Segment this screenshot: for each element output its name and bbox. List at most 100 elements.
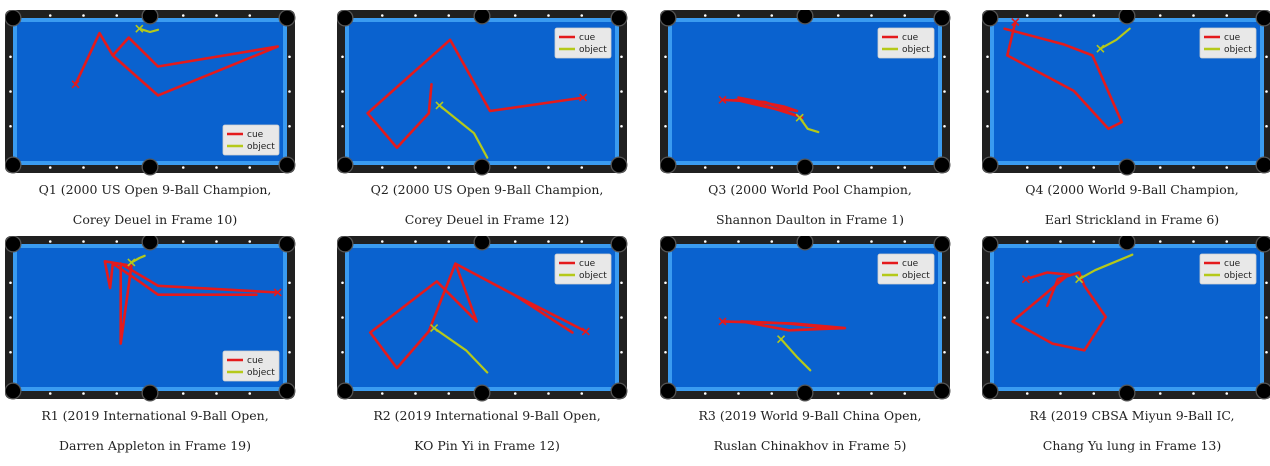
rail-diamond	[1265, 351, 1268, 354]
rail-diamond	[9, 55, 12, 58]
rail-diamond	[514, 14, 517, 17]
rail-diamond	[9, 351, 12, 354]
caption-line-2: Corey Deuel in Frame 12)	[337, 212, 637, 227]
rail-diamond	[414, 14, 417, 17]
pocket	[612, 158, 626, 172]
rail-diamond	[1159, 392, 1162, 395]
caption-line-1: Q4 (2000 World 9-Ball Champion,	[982, 182, 1270, 197]
rail-diamond	[447, 14, 450, 17]
rail-diamond	[1026, 240, 1029, 243]
rail-diamond	[704, 392, 707, 395]
pocket	[280, 384, 294, 398]
pocket	[280, 237, 294, 251]
legend-cue-label: cue	[1224, 259, 1241, 269]
rail-diamond	[903, 166, 906, 169]
legend-object-label: object	[247, 142, 275, 152]
rail-diamond	[1225, 240, 1228, 243]
rail-diamond	[986, 351, 989, 354]
rail-diamond	[580, 392, 583, 395]
rail-diamond	[1059, 392, 1062, 395]
rail-diamond	[1059, 14, 1062, 17]
rail-diamond	[1265, 125, 1268, 128]
legend-object-label: object	[1224, 271, 1252, 281]
rail-diamond	[341, 281, 344, 284]
rail-diamond	[943, 125, 946, 128]
rail-diamond	[514, 240, 517, 243]
pocket	[983, 237, 997, 251]
pocket	[983, 11, 997, 25]
rail-diamond	[870, 240, 873, 243]
rail-diamond	[986, 55, 989, 58]
legend-cue-label: cue	[1224, 33, 1241, 43]
rail-diamond	[837, 166, 840, 169]
rail-diamond	[870, 166, 873, 169]
rail-diamond	[414, 166, 417, 169]
rail-diamond	[1265, 316, 1268, 319]
rail-diamond	[903, 14, 906, 17]
rail-diamond	[837, 392, 840, 395]
rail-diamond	[381, 14, 384, 17]
pocket	[338, 237, 352, 251]
rail-diamond	[9, 125, 12, 128]
rail-diamond	[288, 90, 291, 93]
pool-table-plot: cue object	[982, 236, 1270, 406]
rail-diamond	[737, 240, 740, 243]
rail-diamond	[664, 351, 667, 354]
caption-line-2: Chang Yu lung in Frame 13)	[982, 438, 1270, 453]
rail-diamond	[115, 240, 118, 243]
rail-diamond	[770, 240, 773, 243]
rail-diamond	[288, 351, 291, 354]
pocket	[798, 386, 812, 400]
rail-diamond	[248, 14, 251, 17]
pocket	[935, 158, 949, 172]
pocket	[935, 384, 949, 398]
pocket	[143, 160, 157, 174]
rail-diamond	[1265, 281, 1268, 284]
pocket	[935, 237, 949, 251]
rail-diamond	[943, 351, 946, 354]
rail-diamond	[620, 90, 623, 93]
pocket	[338, 11, 352, 25]
rail-diamond	[182, 14, 185, 17]
rail-diamond	[1026, 14, 1029, 17]
rail-diamond	[620, 281, 623, 284]
rail-diamond	[1265, 55, 1268, 58]
caption-line-1: R1 (2019 International 9-Ball Open,	[5, 408, 305, 423]
rail-diamond	[514, 392, 517, 395]
rail-diamond	[182, 166, 185, 169]
rail-diamond	[115, 166, 118, 169]
caption-line-1: R4 (2019 CBSA Miyun 9-Ball IC,	[982, 408, 1270, 423]
caption-line-1: Q3 (2000 World Pool Champion,	[660, 182, 960, 197]
rail-diamond	[215, 166, 218, 169]
pocket	[6, 237, 20, 251]
rail-diamond	[547, 166, 550, 169]
rail-diamond	[82, 166, 85, 169]
pocket	[475, 160, 489, 174]
rail-diamond	[341, 125, 344, 128]
legend: cue object	[1200, 254, 1256, 284]
pocket	[661, 384, 675, 398]
table-panel-r4: cue object R4 (2019 CBSA Miyun 9-Ball IC, C…	[982, 236, 1270, 466]
rail-diamond	[1192, 166, 1195, 169]
rail-diamond	[943, 90, 946, 93]
rail-diamond	[664, 316, 667, 319]
rail-diamond	[1225, 14, 1228, 17]
rail-diamond	[664, 55, 667, 58]
caption-line-2: Ruslan Chinakhov in Frame 5)	[660, 438, 960, 453]
pocket	[143, 386, 157, 400]
caption-line-1: R2 (2019 International 9-Ball Open,	[337, 408, 637, 423]
rail-diamond	[82, 240, 85, 243]
rail-diamond	[248, 392, 251, 395]
rail-diamond	[664, 281, 667, 284]
rail-diamond	[514, 166, 517, 169]
rail-diamond	[288, 316, 291, 319]
rail-diamond	[737, 392, 740, 395]
pocket	[798, 160, 812, 174]
